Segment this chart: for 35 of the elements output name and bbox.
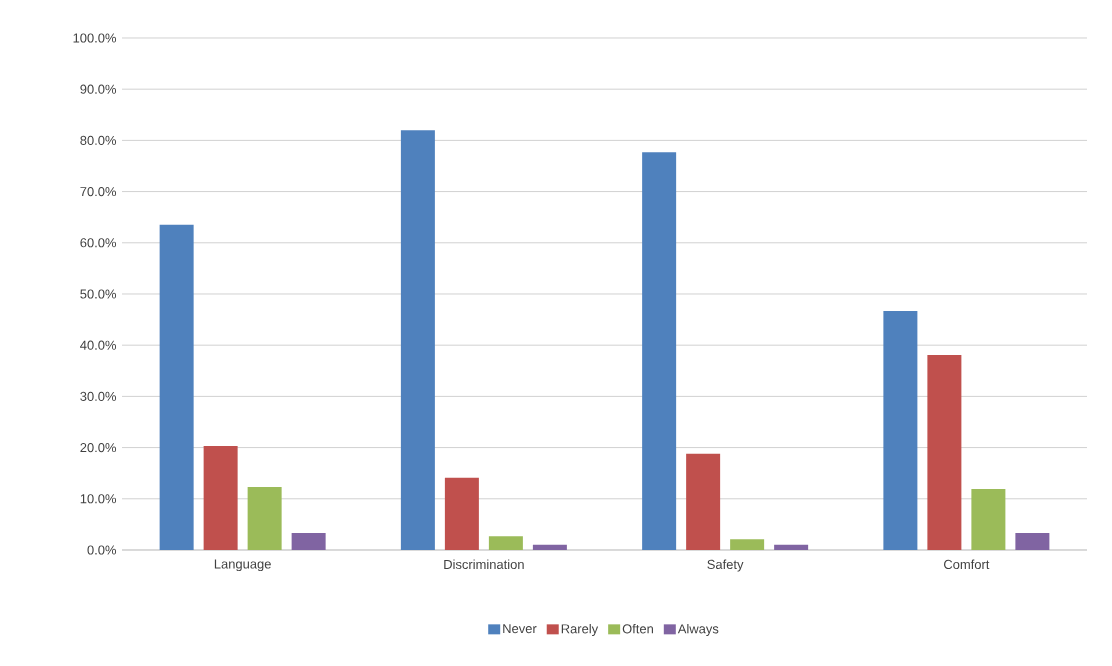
y-tick-label: 0.0% xyxy=(87,545,117,555)
bar xyxy=(774,544,809,550)
y-tick-label: 50.0% xyxy=(80,289,117,299)
legend-label: Often xyxy=(622,623,653,634)
y-tick-label: 10.0% xyxy=(80,494,117,504)
bar xyxy=(488,536,523,550)
y-tick-label: 100.0% xyxy=(73,33,117,43)
bar xyxy=(203,446,238,550)
bar xyxy=(883,310,918,550)
bar xyxy=(1015,533,1050,550)
bar xyxy=(159,224,194,550)
y-tick-label: 20.0% xyxy=(80,443,117,453)
y-tick-label: 70.0% xyxy=(80,186,117,197)
legend-label: Never xyxy=(503,624,537,634)
bar xyxy=(642,152,677,550)
bar xyxy=(971,489,1006,550)
x-tick-label: Language xyxy=(214,559,271,572)
legend-label: Rarely xyxy=(561,623,599,636)
bar xyxy=(444,477,479,550)
bar xyxy=(730,539,765,550)
bar xyxy=(291,533,326,550)
legend-label: Always xyxy=(677,623,719,636)
bar xyxy=(927,354,962,550)
x-tick-label: Comfort xyxy=(944,559,990,569)
bar xyxy=(686,453,721,550)
x-tick-label: Discrimination xyxy=(444,559,524,570)
y-tick-label: 80.0% xyxy=(80,135,117,145)
y-tick-label: 40.0% xyxy=(80,340,117,350)
bar xyxy=(532,544,567,550)
y-tick-label: 60.0% xyxy=(80,238,117,248)
y-tick-label: 90.0% xyxy=(80,84,117,94)
bar xyxy=(400,130,435,550)
x-tick-label: Safety xyxy=(707,559,744,572)
bar xyxy=(247,487,282,550)
y-tick-label: 30.0% xyxy=(80,391,117,401)
